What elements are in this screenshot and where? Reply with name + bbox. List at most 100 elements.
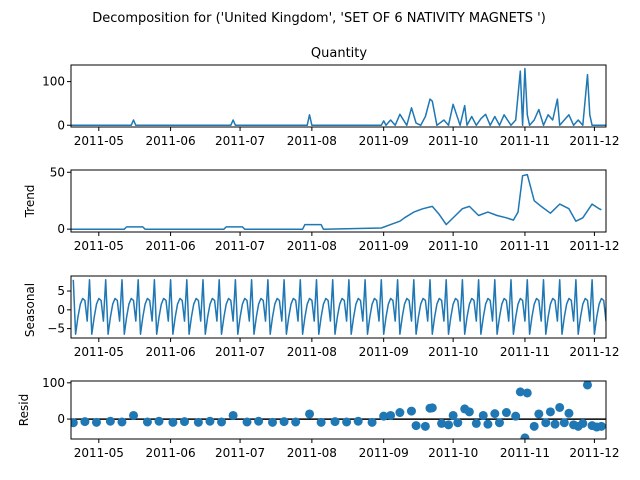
- plot-area-trend: [71, 173, 602, 230]
- resid-point: [411, 421, 421, 431]
- series-line-trend: [71, 173, 602, 230]
- resid-point: [555, 402, 565, 412]
- y-tick-label: 0: [57, 222, 65, 236]
- resid-point: [582, 381, 592, 390]
- resid-point: [228, 410, 238, 420]
- y-tick-label: −5: [47, 322, 65, 336]
- resid-point: [254, 416, 264, 426]
- resid-point: [367, 417, 377, 427]
- x-tick-label: 2011-06: [146, 345, 196, 359]
- x-tick-label: 2011-09: [359, 446, 409, 460]
- resid-point: [117, 417, 127, 427]
- x-tick-label: 2011-10: [428, 345, 478, 359]
- resid-point: [91, 417, 101, 427]
- axes-frame-seasonal: [70, 275, 607, 339]
- resid-point: [305, 409, 315, 419]
- panels: 2011-05 2011-06 2011-07 2011-08 2011-09 2011-…: [42, 64, 620, 460]
- y-tick-label: 0: [57, 118, 65, 132]
- resid-point: [515, 387, 525, 397]
- resid-point: [291, 417, 301, 427]
- resid-point: [105, 416, 115, 426]
- resid-point: [494, 418, 504, 428]
- x-tick-label: 2011-08: [287, 345, 337, 359]
- series-line-seasonal: [72, 279, 606, 335]
- panel-quantity: 2011-05 2011-06 2011-07 2011-08 2011-09 2011-…: [42, 64, 619, 148]
- resid-point: [545, 407, 555, 417]
- resid-point: [242, 417, 252, 427]
- resid-point: [464, 407, 474, 417]
- resid-point: [395, 408, 405, 418]
- y-tick-label: 50: [50, 165, 65, 179]
- x-tick-label: 2011-06: [146, 134, 196, 148]
- resid-point: [217, 417, 227, 427]
- resid-point: [490, 409, 500, 419]
- figure-title: Decomposition for ('United Kingdom', 'SE…: [92, 11, 546, 26]
- resid-point: [534, 409, 544, 419]
- panel-resid: 2011-05 2011-06 2011-07 2011-08 2011-09 2011-…: [42, 376, 619, 460]
- resid-point: [193, 417, 203, 427]
- ylabel-trend: Trend: [23, 185, 37, 219]
- resid-point: [437, 418, 447, 428]
- x-tick-label: 2011-11: [500, 345, 550, 359]
- resid-point: [342, 417, 352, 427]
- resid-point: [353, 416, 363, 426]
- x-tick-label: 2011-07: [215, 446, 265, 460]
- x-tick-label: 2011-07: [215, 345, 265, 359]
- resid-point: [386, 410, 396, 420]
- panel-trend: 2011-05 2011-06 2011-07 2011-08 2011-09 2011-…: [50, 165, 620, 253]
- resid-point: [564, 408, 574, 418]
- resid-point: [448, 410, 458, 420]
- resid-point: [453, 418, 463, 428]
- resid-point: [330, 417, 340, 427]
- x-tick-label: 2011-10: [428, 446, 478, 460]
- resid-point: [420, 421, 430, 431]
- y-tick-label: 100: [42, 376, 65, 390]
- x-tick-label: 2011-12: [569, 239, 619, 253]
- resid-point: [444, 420, 454, 430]
- y-tick-label: 0: [57, 412, 65, 426]
- resid-point: [478, 410, 488, 420]
- x-tick-label: 2011-12: [569, 446, 619, 460]
- x-tick-label: 2011-09: [359, 239, 409, 253]
- ylabel-resid: Resid: [17, 394, 31, 426]
- x-tick-label: 2011-08: [287, 446, 337, 460]
- resid-point: [501, 408, 511, 418]
- resid-point: [129, 410, 139, 420]
- plot-area-quantity: [71, 67, 606, 127]
- resid-point: [550, 419, 560, 429]
- y-tick-label: 0: [57, 303, 65, 317]
- resid-point: [483, 419, 493, 429]
- y-tick-label: 5: [57, 284, 65, 298]
- plot-area-seasonal: [72, 279, 606, 335]
- resid-point: [520, 433, 530, 439]
- y-tick-label: 100: [42, 75, 65, 89]
- resid-point: [427, 403, 437, 413]
- resid-point: [279, 417, 289, 427]
- x-tick-label: 2011-08: [287, 134, 337, 148]
- x-tick-label: 2011-10: [428, 134, 478, 148]
- ylabel-seasonal: Seasonal: [23, 283, 37, 337]
- resid-point: [80, 417, 90, 427]
- panel-title-quantity: Quantity: [311, 46, 367, 61]
- x-tick-label: 2011-07: [215, 134, 265, 148]
- x-tick-label: 2011-05: [74, 134, 124, 148]
- x-tick-label: 2011-11: [500, 239, 550, 253]
- x-tick-label: 2011-11: [500, 446, 550, 460]
- x-tick-label: 2011-06: [146, 446, 196, 460]
- resid-point: [316, 417, 326, 427]
- resid-point: [168, 417, 178, 427]
- resid-point: [267, 417, 277, 427]
- resid-point: [596, 421, 606, 431]
- plot-area-resid: [71, 381, 606, 439]
- x-tick-label: 2011-05: [74, 345, 124, 359]
- series-line-quantity: [71, 67, 606, 127]
- resid-point: [578, 418, 588, 428]
- x-tick-label: 2011-12: [569, 345, 619, 359]
- axes-frame-trend: [70, 169, 607, 233]
- x-tick-label: 2011-10: [428, 239, 478, 253]
- x-tick-label: 2011-06: [146, 239, 196, 253]
- resid-point: [179, 417, 189, 427]
- resid-point: [522, 388, 532, 398]
- resid-point: [71, 418, 78, 428]
- axes-frame-resid: [70, 380, 607, 440]
